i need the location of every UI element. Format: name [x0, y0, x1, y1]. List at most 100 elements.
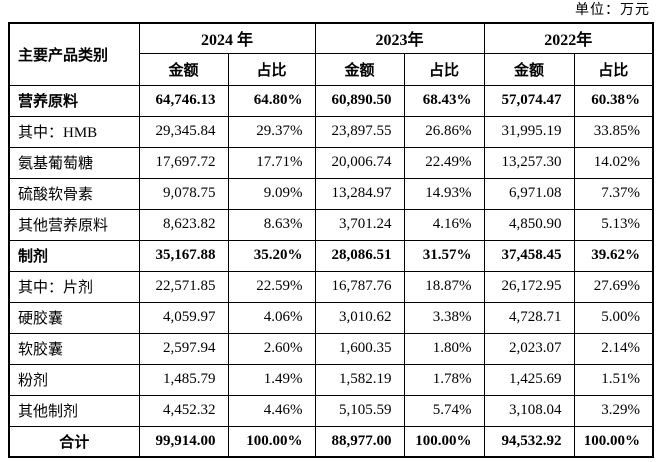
ratio-cell: 2.14% [573, 332, 654, 365]
ratio-cell: 64.80% [227, 84, 316, 117]
amount-cell: 17,697.72 [138, 146, 229, 179]
amount-cell: 88,977.00 [314, 425, 405, 458]
row-label-cell: 硬胶囊 [8, 301, 140, 334]
row-label-cell: 制剂 [8, 239, 140, 272]
ratio-cell: 18.87% [403, 270, 485, 303]
ratio-cell: 1.51% [573, 363, 654, 396]
amount-cell: 6,971.08 [483, 177, 575, 210]
ratio-cell: 100.00% [227, 425, 316, 458]
amount-cell: 9,078.75 [138, 177, 229, 210]
table-row: 制剂 35,167.88 35.20% 28,086.51 31.57% 37,458.4… [8, 239, 654, 272]
amount-cell: 94,532.92 [483, 425, 575, 458]
ratio-cell: 3.38% [403, 301, 485, 334]
row-label-cell: 其他营养原料 [8, 208, 140, 241]
ratio-cell: 68.43% [403, 84, 485, 117]
amount-cell: 20,006.74 [314, 146, 405, 179]
ratio-cell: 27.69% [573, 270, 654, 303]
table-row: 其他营养原料 8,623.82 8.63% 3,701.24 4.16% 4,850.90… [8, 208, 654, 241]
amount-cell: 23,897.55 [314, 115, 405, 148]
amount-cell: 64,746.13 [138, 84, 229, 117]
amount-cell: 99,914.00 [138, 425, 229, 458]
table-row: 合计 99,914.00 100.00% 88,977.00 100.00% 94,532… [8, 425, 654, 458]
amount-cell: 13,284.97 [314, 177, 405, 210]
ratio-cell: 3.29% [573, 394, 654, 427]
ratio-header: 占比 [227, 52, 316, 86]
table-body: 营养原料 64,746.13 64.80% 60,890.50 68.43% 57,074… [8, 84, 654, 458]
amount-cell: 1,425.69 [483, 363, 575, 396]
amount-cell: 22,571.85 [138, 270, 229, 303]
sub-header-row: 金额 占比 金额 占比 金额 占比 [9, 52, 654, 86]
amount-cell: 37,458.45 [483, 239, 575, 272]
amount-header: 金额 [138, 52, 229, 86]
table-row: 氨基葡萄糖 17,697.72 17.71% 20,006.74 22.49% 13,25… [8, 146, 654, 179]
ratio-header: 占比 [403, 52, 485, 86]
amount-header: 金额 [314, 52, 405, 86]
amount-cell: 26,172.95 [483, 270, 575, 303]
year-header-2024: 2024 年 [138, 22, 316, 54]
amount-cell: 3,010.62 [314, 301, 405, 334]
amount-cell: 13,257.30 [483, 146, 575, 179]
amount-cell: 8,623.82 [138, 208, 229, 241]
ratio-cell: 1.49% [227, 363, 316, 396]
ratio-cell: 1.78% [403, 363, 485, 396]
ratio-cell: 4.06% [227, 301, 316, 334]
row-label-cell: 粉剂 [8, 363, 140, 396]
row-label-cell: 其中：片剂 [8, 270, 140, 303]
ratio-cell: 9.09% [227, 177, 316, 210]
amount-cell: 4,452.32 [138, 394, 229, 427]
amount-header: 金额 [483, 52, 575, 86]
ratio-cell: 14.93% [403, 177, 485, 210]
amount-cell: 35,167.88 [138, 239, 229, 272]
amount-cell: 29,345.84 [138, 115, 229, 148]
year-header-row: 主要产品类别 2024 年 2023年 2022年 [8, 22, 654, 86]
amount-cell: 28,086.51 [314, 239, 405, 272]
ratio-cell: 5.74% [403, 394, 485, 427]
ratio-cell: 8.63% [227, 208, 316, 241]
ratio-cell: 22.49% [403, 146, 485, 179]
row-label-cell: 氨基葡萄糖 [8, 146, 140, 179]
ratio-cell: 1.80% [403, 332, 485, 365]
amount-cell: 1,600.35 [314, 332, 405, 365]
ratio-cell: 4.16% [403, 208, 485, 241]
ratio-cell: 5.00% [573, 301, 654, 334]
ratio-cell: 60.38% [573, 84, 654, 117]
amount-cell: 31,995.19 [483, 115, 575, 148]
ratio-cell: 2.60% [227, 332, 316, 365]
ratio-cell: 17.71% [227, 146, 316, 179]
ratio-cell: 29.37% [227, 115, 316, 148]
amount-cell: 4,059.97 [138, 301, 229, 334]
amount-cell: 4,850.90 [483, 208, 575, 241]
ratio-cell: 5.13% [573, 208, 654, 241]
ratio-cell: 33.85% [573, 115, 654, 148]
amount-cell: 2,597.94 [138, 332, 229, 365]
ratio-cell: 14.02% [573, 146, 654, 179]
unit-label: 单位：万元 [575, 3, 650, 18]
amount-cell: 3,701.24 [314, 208, 405, 241]
ratio-header: 占比 [573, 52, 654, 86]
table-row: 粉剂 1,485.79 1.49% 1,582.19 1.78% 1,425.69 1.51… [8, 363, 654, 396]
row-label-cell: 其中：HMB [8, 115, 140, 148]
amount-cell: 2,023.07 [483, 332, 575, 365]
amount-cell: 3,108.04 [483, 394, 575, 427]
amount-cell: 4,728.71 [483, 301, 575, 334]
table-row: 软胶囊 2,597.94 2.60% 1,600.35 1.80% 2,023.07 2.1… [8, 332, 654, 365]
row-label-cell: 其他制剂 [8, 394, 140, 427]
row-label-cell: 硫酸软骨素 [8, 177, 140, 210]
table-row: 硬胶囊 4,059.97 4.06% 3,010.62 3.38% 4,728.71 5.0… [8, 301, 654, 334]
ratio-cell: 31.57% [403, 239, 485, 272]
amount-cell: 16,787.76 [314, 270, 405, 303]
table-row: 营养原料 64,746.13 64.80% 60,890.50 68.43% 57,074… [8, 84, 654, 117]
product-category-table: 主要产品类别 2024 年 2023年 2022年 金额 占比 金额 占比 金额… [8, 22, 655, 458]
table-row: 硫酸软骨素 9,078.75 9.09% 13,284.97 14.93% 6,971.0… [8, 177, 654, 210]
ratio-cell: 26.86% [403, 115, 485, 148]
corner-header: 主要产品类别 [8, 22, 140, 86]
amount-cell: 1,485.79 [138, 363, 229, 396]
ratio-cell: 7.37% [573, 177, 654, 210]
year-header-2023: 2023年 [314, 22, 485, 54]
ratio-cell: 35.20% [227, 239, 316, 272]
row-label-cell: 营养原料 [8, 84, 140, 117]
row-label-cell: 合计 [8, 425, 140, 458]
table-row: 其中：HMB 29,345.84 29.37% 23,897.55 26.86% 31,9… [8, 115, 654, 148]
amount-cell: 60,890.50 [314, 84, 405, 117]
